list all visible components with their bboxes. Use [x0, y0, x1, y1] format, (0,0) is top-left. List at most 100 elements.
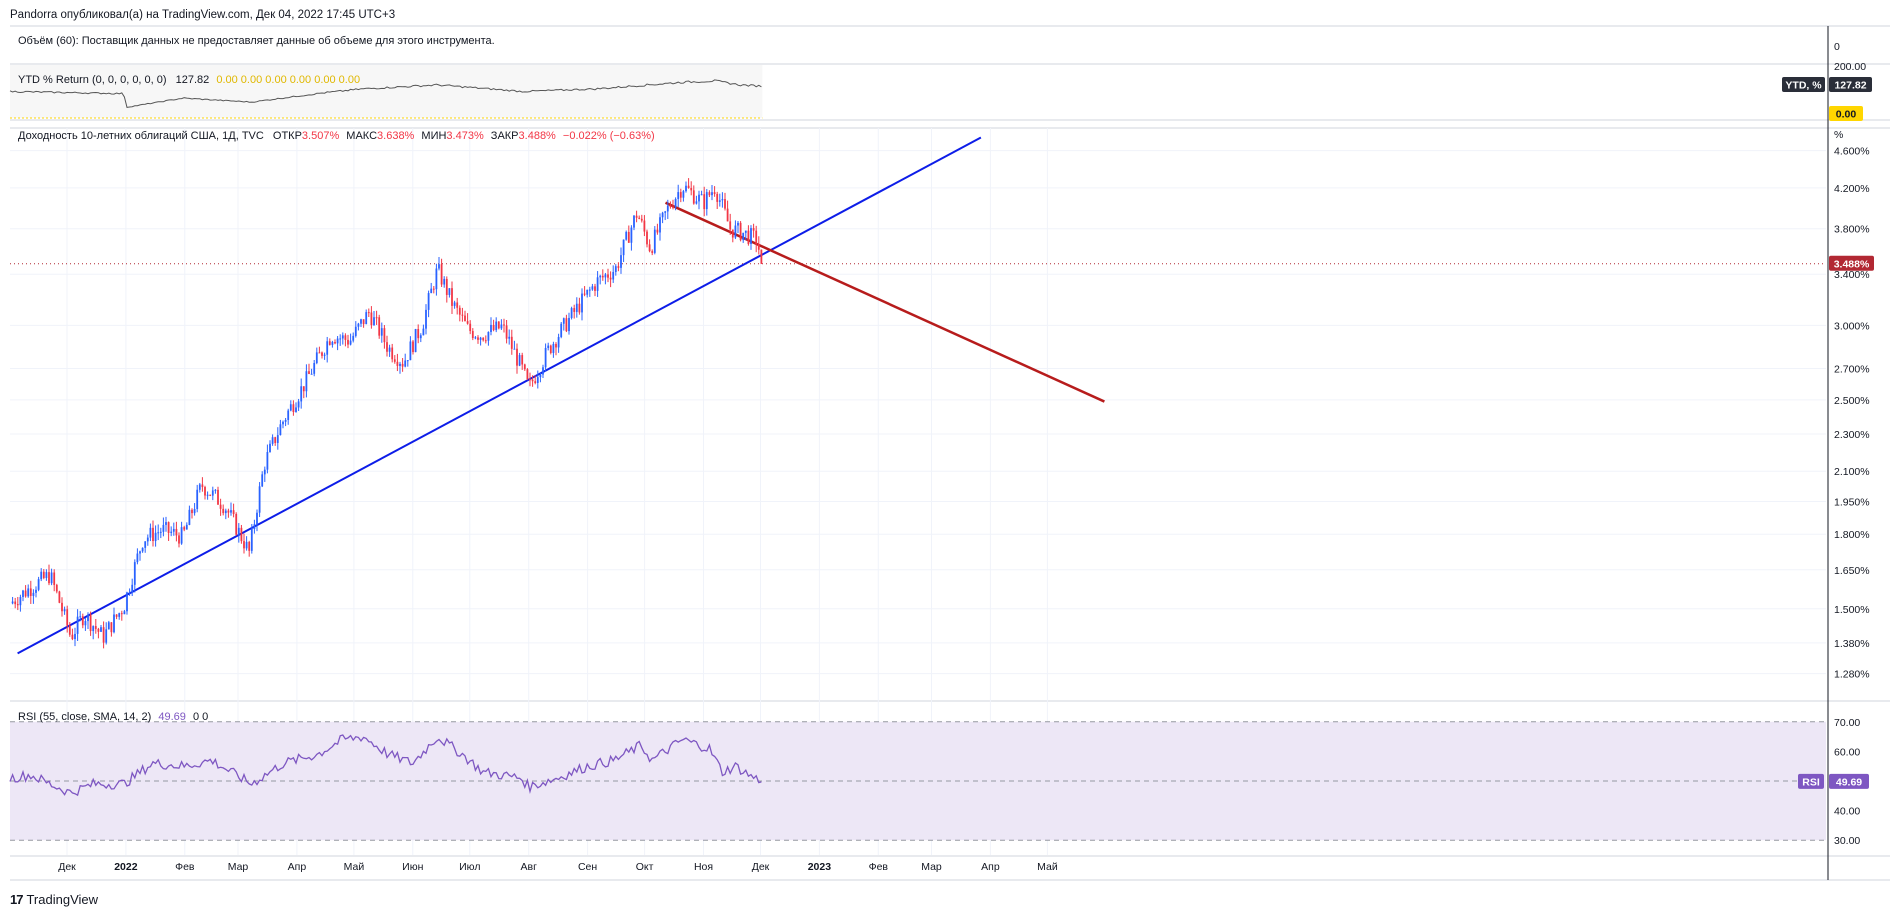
candle-body	[328, 341, 331, 345]
price-tick-label: 1.650%	[1834, 565, 1870, 577]
candle-body	[313, 363, 316, 374]
close-value: 3.488%	[518, 130, 556, 142]
candle-body	[744, 230, 747, 233]
candle-body	[175, 528, 178, 536]
candle-body	[508, 336, 511, 339]
candle-body	[578, 303, 581, 313]
candle-body	[687, 185, 690, 189]
price-badges: 3.488% YTD, % 127.82 0.00 RSI 49.69	[1782, 77, 1874, 789]
price-axis[interactable]: 4.600% 4.200% 3.800% 3.400% 3.000% 2.700% 2.50…	[1834, 41, 1870, 847]
time-tick-label: Авг	[520, 861, 537, 873]
candle-body	[448, 288, 451, 295]
candle-body	[370, 312, 373, 326]
main-legend[interactable]: Доходность 10-летних облигаций США, 1Д, …	[18, 130, 655, 142]
candle-body	[698, 194, 700, 202]
candle-body	[679, 192, 682, 198]
candle-body	[430, 288, 433, 294]
price-tick-label: 3.800%	[1834, 224, 1870, 236]
candle-body	[737, 222, 739, 226]
candle-body	[136, 553, 139, 563]
candle-body	[594, 286, 596, 291]
candle-body	[146, 537, 149, 542]
time-axis[interactable]: Дек 2022 Фев Мар Апр Май Июн Июл Авг Сен Окт Ноя Дек…	[58, 861, 1058, 873]
candle-body	[300, 386, 303, 402]
candle-body	[677, 192, 680, 199]
high-value: 3.638%	[377, 130, 415, 142]
candle-body	[149, 527, 152, 538]
candle-body	[505, 325, 508, 339]
candle-body	[341, 335, 344, 339]
candle-body	[516, 348, 518, 366]
candle-body	[352, 335, 355, 341]
candle-body	[271, 437, 274, 444]
candle-body	[71, 634, 74, 640]
rsi-tick-label: 60.00	[1834, 746, 1860, 758]
candle-body	[419, 335, 422, 339]
candle-body	[35, 589, 37, 593]
candle-body	[692, 190, 695, 204]
candle-body	[110, 622, 113, 633]
candle-body	[700, 194, 703, 196]
candle-body	[235, 513, 238, 535]
candle-body	[224, 510, 227, 514]
candle-body	[500, 324, 503, 329]
rsi-legend-value: 49.69	[158, 711, 186, 723]
candle-body	[289, 404, 292, 411]
candle-body	[565, 318, 568, 332]
candle-body	[326, 341, 329, 355]
candle-body	[547, 345, 550, 348]
trendlines[interactable]	[17, 136, 1105, 655]
candle-body	[105, 629, 108, 643]
candle-body	[331, 342, 334, 345]
ytd-legend[interactable]: YTD % Return (0, 0, 0, 0, 0, 0) 127.82 0…	[18, 74, 360, 86]
candle-body	[14, 601, 17, 605]
candle-body	[703, 194, 706, 210]
candle-body	[48, 572, 50, 584]
candle-body	[536, 377, 539, 384]
candle-body	[321, 352, 323, 356]
candle-body	[159, 531, 162, 533]
candle-body	[612, 272, 615, 280]
rsi-legend[interactable]: RSI (55, close, SMA, 14, 2) 49.69 0 0	[18, 711, 208, 723]
candle-body	[183, 527, 186, 530]
candle-body	[588, 289, 591, 291]
candle-body	[521, 355, 524, 365]
candle-body	[196, 489, 199, 510]
tradingview-footer[interactable]: 17 TradingView	[10, 892, 98, 907]
candle-body	[139, 551, 141, 554]
candle-body	[685, 185, 687, 192]
candle-body	[609, 277, 612, 280]
candle-body	[474, 337, 477, 339]
candle-body	[586, 289, 589, 295]
candle-body	[240, 527, 243, 542]
time-tick-label: 2023	[808, 861, 832, 873]
candle-body	[237, 527, 240, 535]
candle-body	[633, 215, 635, 228]
candle-body	[414, 329, 417, 353]
candle-body	[37, 579, 40, 590]
candle-body	[456, 302, 459, 308]
candle-body	[53, 572, 56, 585]
time-tick-label: Фев	[869, 861, 889, 873]
candle-body	[248, 541, 251, 551]
candle-body	[22, 590, 24, 598]
price-tick-label: 2.300%	[1834, 429, 1870, 441]
candle-body	[32, 592, 35, 596]
ytd-name-badge-bg	[1782, 77, 1825, 92]
candle-body	[198, 484, 201, 490]
candle-body	[399, 363, 401, 366]
price-badge: 3.488%	[1829, 255, 1874, 271]
candle-body	[365, 312, 368, 325]
time-tick-label: Ноя	[694, 861, 713, 873]
candle-body	[760, 249, 763, 264]
candle-body	[638, 217, 641, 219]
close-label: ЗАКР	[490, 130, 519, 142]
candle-body	[487, 331, 490, 341]
candle-body	[690, 188, 693, 191]
candle-body	[656, 229, 659, 233]
ytd-name-badge: YTD, %	[1782, 77, 1825, 92]
candle-body	[362, 319, 365, 325]
candle-body	[630, 227, 633, 243]
volume-legend[interactable]: Объём (60): Поставщик данных не предоста…	[18, 35, 495, 47]
